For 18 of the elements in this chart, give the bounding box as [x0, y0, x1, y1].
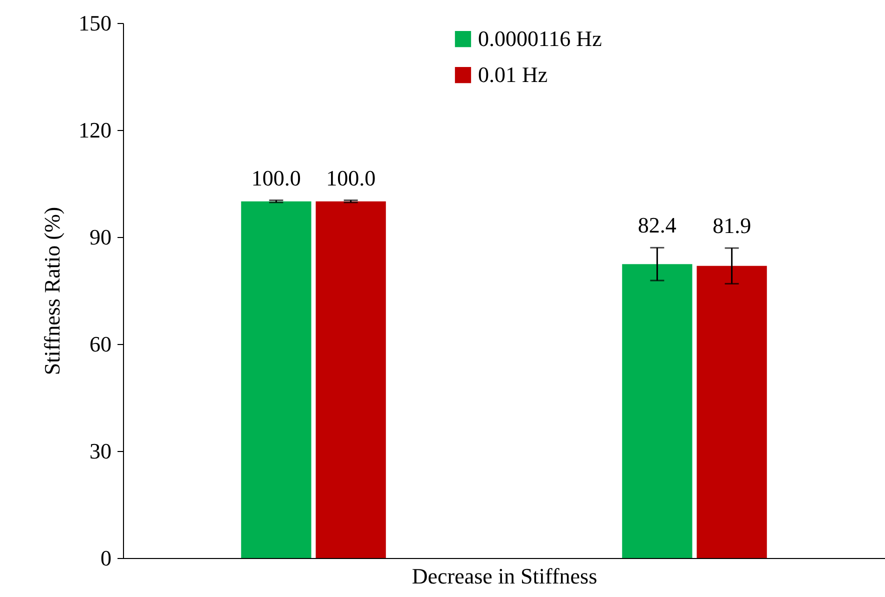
- y-tick-label: 120: [78, 118, 112, 142]
- legend-label: 0.0000116 Hz: [478, 26, 602, 51]
- x-axis-title: Decrease in Stiffness: [412, 564, 598, 588]
- bar: [696, 266, 767, 558]
- y-tick-label: 150: [78, 10, 112, 36]
- y-axis-title: Stiffness Ratio (%): [40, 206, 64, 376]
- y-tick-label: 90: [90, 224, 112, 250]
- data-label: 82.4: [638, 212, 676, 238]
- y-tick-label: 60: [90, 332, 112, 356]
- data-label: 100.0: [251, 165, 301, 190]
- bar: [622, 264, 692, 558]
- data-label: 81.9: [712, 213, 752, 238]
- y-tick-label: 30: [90, 438, 112, 464]
- y-tick-label: 0: [100, 546, 112, 570]
- data-label: 100.0: [326, 165, 376, 190]
- legend-label: 0.01 Hz: [478, 62, 548, 87]
- bar: [316, 201, 386, 558]
- bar: [241, 201, 312, 558]
